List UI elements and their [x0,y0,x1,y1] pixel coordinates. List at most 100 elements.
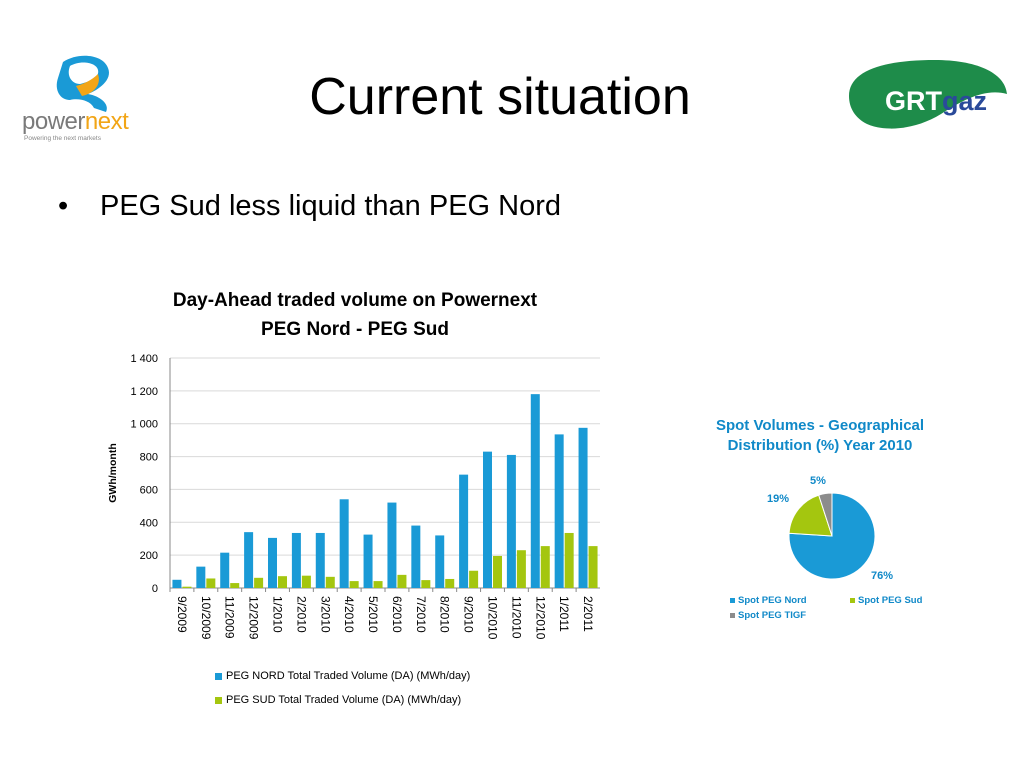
y-tick-label: 600 [140,484,158,496]
powernext-logo: powernext Powering the next markets [18,50,150,145]
chart-title: Day-Ahead traded volume on Powernext PEG… [95,286,615,344]
grtgaz-text-suffix: gaz [942,86,988,116]
bullet-item: • PEG Sud less liquid than PEG Nord [58,186,561,226]
x-tick-label: 1/2011 [557,596,571,632]
bar-peg-nord [220,552,230,588]
x-tick-label: 11/2010 [509,596,523,639]
y-axis-label: GWh/month [107,443,119,502]
grtgaz-leaf-icon [849,60,1007,129]
pie-legend-item-sud: Spot PEG Sud [850,595,922,606]
legend-item-sud: PEG SUD Total Traded Volume (DA) (MWh/da… [215,688,470,712]
bar-peg-sud [540,546,550,588]
x-tick-label: 12/2009 [247,596,261,640]
pie-slice-label: 76% [871,570,893,582]
x-tick-label: 5/2010 [366,596,380,633]
bar-peg-nord [268,537,277,588]
x-tick-label: 9/2010 [462,596,476,633]
bar-peg-nord [578,427,588,588]
bar-peg-nord [172,579,182,588]
bar-peg-nord [244,532,254,588]
bar-peg-nord [506,454,516,588]
x-tick-label: 4/2010 [342,596,356,633]
grtgaz-logo: GRTgaz [845,58,1010,133]
slide-title: Current situation [309,68,691,126]
bar-peg-sud [516,550,526,588]
pie-title-line-2: Distribution (%) Year 2010 [727,437,913,454]
pie-legend-swatch-tigf [730,613,735,618]
x-tick-label: 6/2010 [390,596,404,633]
bar-peg-nord [387,502,397,588]
bar-peg-sud [254,577,264,588]
bar-peg-nord [339,499,349,588]
bullet-text: PEG Sud less liquid than PEG Nord [100,190,562,222]
y-tick-label: 0 [152,583,158,595]
y-tick-label: 1 400 [130,353,158,365]
x-tick-label: 11/2009 [223,596,237,639]
x-tick-label: 2/2010 [294,596,308,633]
bar-peg-nord [530,394,540,588]
bar-peg-sud [493,555,502,588]
x-tick-label: 2/2011 [581,596,595,632]
x-tick-label: 3/2010 [318,596,332,633]
day-ahead-volume-chart: Day-Ahead traded volume on Powernext PEG… [95,282,615,722]
powernext-tagline: Powering the next markets [24,135,101,142]
bar-peg-sud [564,532,574,588]
legend-label-sud: PEG SUD Total Traded Volume (DA) (MWh/da… [226,694,462,706]
bar-chart-svg: 0 200 400 600 800 1 000 1 200 1 400 GWh/month 9/2… [107,353,600,640]
pie-chart-title: Spot Volumes - Geographical Distribution… [700,416,940,456]
grtgaz-wordmark: GRTgaz [885,86,987,117]
bar-peg-nord [459,474,469,588]
pie-chart-svg: 76% 19% 5% [767,475,893,582]
bar-peg-sud [421,580,431,588]
pie-legend-label-nord: Spot PEG Nord [738,595,807,606]
bar-peg-sud [373,581,383,588]
chart-legend: PEG NORD Total Traded Volume (DA) (MWh/d… [215,664,470,712]
grtgaz-text-prefix: GRT [885,86,942,116]
pie-title-line-1: Spot Volumes - Geographical [715,417,925,434]
powernext-text-suffix: next [84,108,129,135]
bar-peg-nord [483,451,492,588]
x-tick-label: 10/2009 [199,596,213,640]
bar-peg-sud [206,578,216,588]
pie-legend-item-nord: Spot PEG Nord [730,595,807,606]
bar-peg-sud [445,578,455,588]
legend-label-nord: PEG NORD Total Traded Volume (DA) (MWh/d… [226,670,471,682]
pie-legend-swatch-sud [850,598,855,603]
pie-legend-label-sud: Spot PEG Sud [858,595,923,606]
x-tick-label: 12/2010 [533,596,547,640]
bullet-dot: • [58,190,69,222]
bar-peg-nord [315,532,325,588]
pie-slice-spot-peg-tigf [818,492,833,537]
x-tick-label: 7/2010 [414,596,428,633]
bar-peg-sud [278,576,287,588]
chart-title-line-1: Day-Ahead traded volume on Powernext [172,290,538,311]
powernext-wordmark: powernext [22,108,129,136]
x-tick-label: 8/2010 [438,596,452,633]
bar-peg-sud [301,575,311,588]
bar-peg-sud [230,583,240,588]
y-tick-label: 400 [140,517,158,529]
powernext-emblem-icon [56,55,109,112]
bar-peg-sud [325,576,335,588]
legend-swatch-sud [215,696,222,704]
powernext-text-prefix: power [22,108,85,135]
x-tick-label: 9/2009 [175,596,189,633]
chart-title-line-2: PEG Nord - PEG Sud [261,319,449,340]
legend-swatch-nord [215,672,222,680]
pie-slice-label: 19% [767,493,789,505]
bar-peg-nord [196,566,206,588]
bar-peg-nord [435,535,445,588]
y-tick-label: 1 200 [130,386,158,398]
pie-slice-spot-peg-sud [788,494,833,537]
y-tick-label: 800 [140,452,158,464]
y-tick-label: 1 000 [130,419,158,431]
legend-item-nord: PEG NORD Total Traded Volume (DA) (MWh/d… [215,664,470,688]
x-tick-label: 10/2010 [486,596,500,640]
pie-legend-label-tigf: Spot PEG TIGF [738,610,807,621]
pie-legend-item-tigf: Spot PEG TIGF [730,610,806,621]
bar-peg-sud [588,546,598,588]
spot-volume-pie-chart: Spot Volumes - Geographical Distribution… [700,412,945,632]
bar-peg-sud [349,581,359,588]
bar-peg-sud [397,574,407,588]
bar-peg-sud [469,570,479,588]
